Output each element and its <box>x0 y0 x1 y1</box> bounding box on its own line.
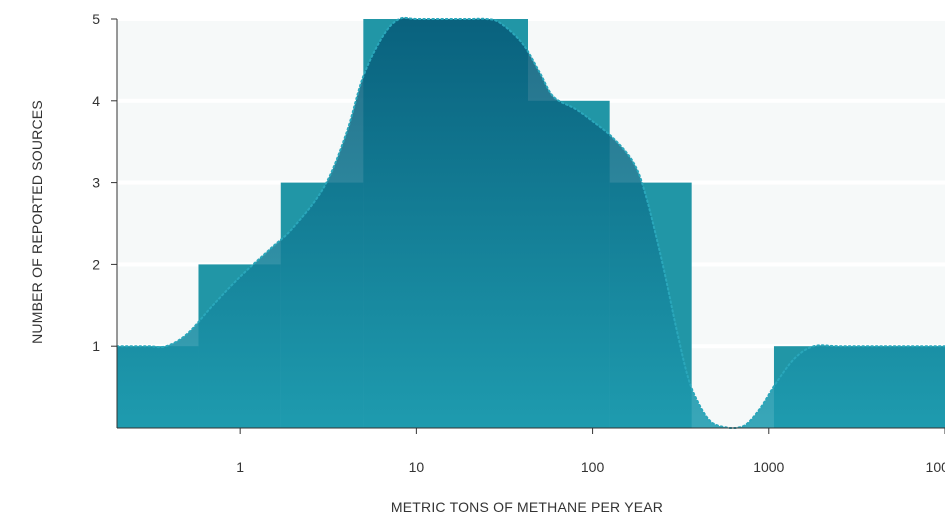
axes <box>111 18 945 434</box>
x-tick-label: 1000 <box>753 459 784 475</box>
y-tick-label: 5 <box>92 11 100 27</box>
y-tick-label: 4 <box>92 93 100 109</box>
x-tick-label: 10 <box>409 459 425 475</box>
y-axis-title: NUMBER OF REPORTED SOURCES <box>29 100 45 344</box>
x-tick-label: 1 <box>236 459 244 475</box>
x-tick-label: 10000 <box>926 459 945 475</box>
x-tick-labels: 1 10 100 1000 10000 <box>236 459 945 475</box>
density-area-fill <box>117 17 945 428</box>
density-curve-line <box>117 16 945 429</box>
y-tick-labels: 1 2 3 4 5 <box>92 11 100 354</box>
x-axis-title: METRIC TONS OF METHANE PER YEAR <box>391 499 663 515</box>
density-area <box>117 16 945 429</box>
y-tick-label: 2 <box>92 256 100 272</box>
x-tick-label: 100 <box>581 459 605 475</box>
y-tick-label: 1 <box>92 338 100 354</box>
y-tick-label: 3 <box>92 175 100 191</box>
